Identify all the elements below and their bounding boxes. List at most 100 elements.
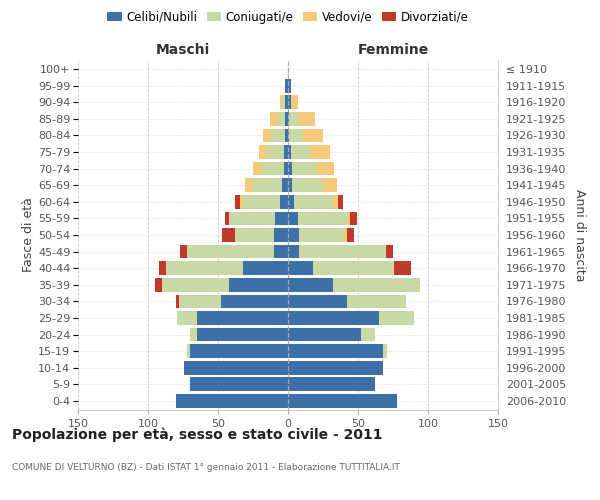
Bar [178, 311, 197, 324]
Bar [251, 178, 283, 192]
Bar [310, 146, 330, 159]
Bar [288, 344, 383, 358]
Bar [292, 96, 298, 109]
Bar [291, 146, 310, 159]
Bar [386, 245, 393, 258]
Bar [280, 96, 283, 109]
Bar [347, 228, 354, 242]
Bar [229, 278, 288, 291]
Bar [288, 128, 289, 142]
Bar [283, 178, 288, 192]
Bar [288, 311, 379, 324]
Bar [259, 146, 267, 159]
Bar [285, 112, 288, 126]
Bar [288, 79, 291, 92]
Y-axis label: Anni di nascita: Anni di nascita [572, 188, 586, 281]
Bar [288, 195, 293, 208]
Bar [288, 328, 361, 342]
Bar [229, 212, 275, 225]
Bar [288, 146, 291, 159]
Bar [221, 294, 288, 308]
Bar [184, 361, 288, 374]
Bar [197, 328, 288, 342]
Bar [159, 262, 166, 275]
Bar [285, 128, 288, 142]
Bar [288, 361, 383, 374]
Bar [288, 112, 289, 126]
Bar [270, 112, 277, 126]
Text: COMUNE DI VELTURNO (BZ) - Dati ISTAT 1° gennaio 2011 - Elaborazione TUTTITALIA.I: COMUNE DI VELTURNO (BZ) - Dati ISTAT 1° … [12, 462, 400, 471]
Bar [288, 228, 299, 242]
Bar [288, 178, 292, 192]
Bar [288, 394, 397, 407]
Bar [243, 195, 280, 208]
Bar [288, 162, 292, 175]
Bar [361, 328, 375, 342]
Bar [288, 212, 298, 225]
Bar [222, 228, 235, 242]
Bar [262, 162, 284, 175]
Bar [383, 344, 388, 358]
Bar [347, 212, 350, 225]
Bar [350, 212, 356, 225]
Bar [344, 228, 347, 242]
Bar [288, 378, 375, 391]
Bar [313, 262, 394, 275]
Bar [317, 162, 334, 175]
Bar [275, 212, 288, 225]
Bar [323, 178, 337, 192]
Legend: Celibi/Nubili, Coniugati/e, Vedovi/e, Divorziati/e: Celibi/Nubili, Coniugati/e, Vedovi/e, Di… [103, 6, 473, 28]
Bar [253, 162, 262, 175]
Bar [190, 344, 288, 358]
Bar [263, 128, 271, 142]
Bar [274, 245, 288, 258]
Bar [288, 245, 299, 258]
Bar [284, 146, 288, 159]
Text: Maschi: Maschi [156, 42, 210, 56]
Bar [298, 212, 347, 225]
Bar [394, 262, 411, 275]
Bar [283, 96, 285, 109]
Bar [225, 212, 229, 225]
Bar [284, 162, 288, 175]
Bar [285, 79, 288, 92]
Bar [291, 96, 292, 109]
Bar [179, 294, 221, 308]
Bar [299, 228, 344, 242]
Bar [241, 195, 243, 208]
Text: Popolazione per età, sesso e stato civile - 2011: Popolazione per età, sesso e stato civil… [12, 428, 383, 442]
Bar [288, 294, 347, 308]
Bar [243, 262, 288, 275]
Bar [299, 245, 386, 258]
Bar [304, 128, 323, 142]
Bar [274, 228, 288, 242]
Bar [176, 294, 179, 308]
Bar [277, 112, 285, 126]
Text: Femmine: Femmine [358, 42, 428, 56]
Bar [292, 178, 323, 192]
Bar [176, 394, 288, 407]
Bar [267, 146, 284, 159]
Bar [190, 378, 288, 391]
Bar [162, 278, 229, 291]
Bar [285, 96, 288, 109]
Bar [289, 128, 304, 142]
Bar [333, 278, 419, 291]
Bar [288, 96, 291, 109]
Bar [235, 228, 274, 242]
Bar [289, 112, 298, 126]
Bar [293, 195, 333, 208]
Y-axis label: Fasce di età: Fasce di età [22, 198, 35, 272]
Bar [379, 311, 414, 324]
Bar [155, 278, 162, 291]
Bar [292, 162, 317, 175]
Bar [197, 311, 288, 324]
Bar [271, 128, 285, 142]
Bar [166, 262, 243, 275]
Bar [245, 178, 251, 192]
Bar [338, 195, 343, 208]
Bar [298, 112, 314, 126]
Bar [187, 245, 274, 258]
Bar [333, 195, 338, 208]
Bar [288, 262, 313, 275]
